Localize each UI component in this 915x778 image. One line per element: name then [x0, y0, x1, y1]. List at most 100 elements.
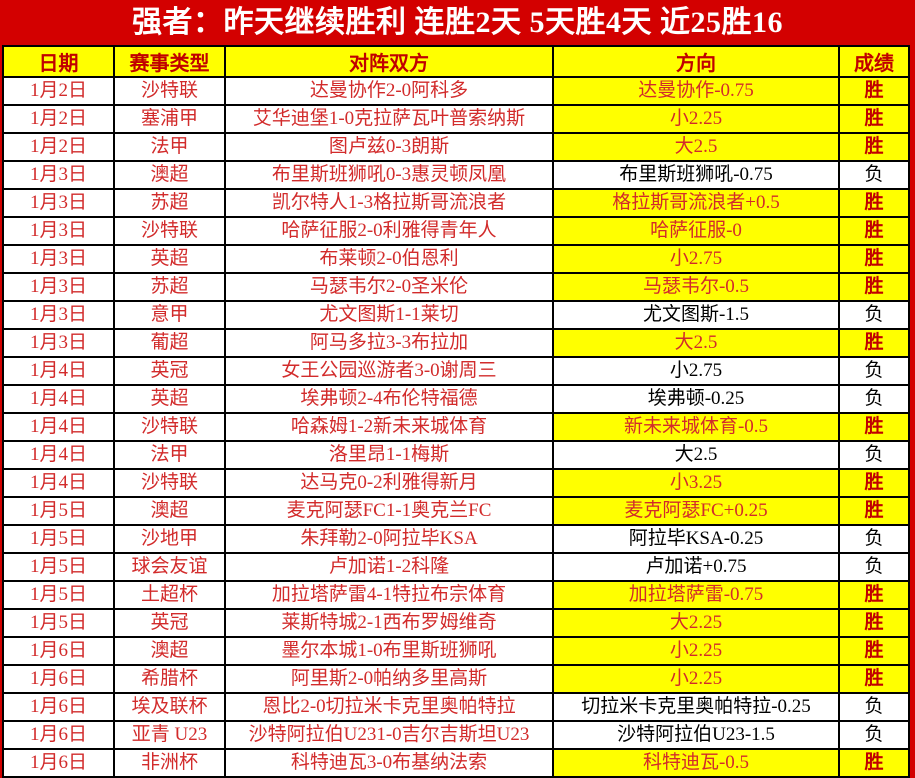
table-row: 1月5日 英冠 莱斯特城2-1西布罗姆维奇 大2.25 胜 [2, 608, 910, 638]
table-row: 1月6日 非洲杯 科特迪瓦3-0布基纳法索 科特迪瓦-0.5 胜 [2, 748, 910, 778]
table-row: 1月3日 苏超 凯尔特人1-3格拉斯哥流浪者 格拉斯哥流浪者+0.5 胜 [2, 188, 910, 218]
direction-cell: 新未来城体育-0.5 [552, 412, 840, 442]
banner-title: 强者：昨天继续胜利 连胜2天 5天胜4天 近25胜16 [0, 0, 915, 45]
match-cell: 凯尔特人1-3格拉斯哥流浪者 [224, 188, 554, 218]
league-cell: 土超杯 [113, 580, 226, 610]
table-row: 1月5日 球会友谊 卢加诺1-2科隆 卢加诺+0.75 负 [2, 552, 910, 582]
date-cell: 1月5日 [2, 552, 115, 582]
league-cell: 意甲 [113, 300, 226, 330]
league-cell: 法甲 [113, 132, 226, 162]
date-cell: 1月6日 [2, 692, 115, 722]
header-result: 成绩 [838, 45, 910, 78]
match-cell: 女王公园巡游者3-0谢周三 [224, 356, 554, 386]
league-cell: 英超 [113, 384, 226, 414]
direction-cell: 小2.25 [552, 104, 840, 134]
header-date: 日期 [2, 45, 115, 78]
league-cell: 英超 [113, 244, 226, 274]
table-row: 1月4日 法甲 洛里昂1-1梅斯 大2.5 负 [2, 440, 910, 470]
table-row: 1月5日 土超杯 加拉塔萨雷4-1特拉布宗体育 加拉塔萨雷-0.75 胜 [2, 580, 910, 610]
match-cell: 哈萨征服2-0利雅得青年人 [224, 216, 554, 246]
direction-cell: 哈萨征服-0 [552, 216, 840, 246]
match-cell: 洛里昂1-1梅斯 [224, 440, 554, 470]
result-cell: 胜 [838, 496, 910, 526]
result-cell: 胜 [838, 104, 910, 134]
league-cell: 埃及联杯 [113, 692, 226, 722]
league-cell: 亚青 U23 [113, 720, 226, 750]
direction-cell: 小2.25 [552, 664, 840, 694]
result-cell: 负 [838, 300, 910, 330]
result-cell: 负 [838, 552, 910, 582]
result-cell: 胜 [838, 664, 910, 694]
match-cell: 朱拜勒2-0阿拉毕KSA [224, 524, 554, 554]
table-row: 1月2日 沙特联 达曼协作2-0阿科多 达曼协作-0.75 胜 [2, 76, 910, 106]
date-cell: 1月3日 [2, 300, 115, 330]
match-cell: 埃弗顿2-4布伦特福德 [224, 384, 554, 414]
table-row: 1月5日 沙地甲 朱拜勒2-0阿拉毕KSA 阿拉毕KSA-0.25 负 [2, 524, 910, 554]
table-row: 1月6日 澳超 墨尔本城1-0布里斯班狮吼 小2.25 胜 [2, 636, 910, 666]
match-cell: 达马克0-2利雅得新月 [224, 468, 554, 498]
date-cell: 1月4日 [2, 356, 115, 386]
direction-cell: 大2.5 [552, 440, 840, 470]
direction-cell: 沙特阿拉伯U23-1.5 [552, 720, 840, 750]
league-cell: 澳超 [113, 636, 226, 666]
result-cell: 胜 [838, 580, 910, 610]
league-cell: 法甲 [113, 440, 226, 470]
result-cell: 负 [838, 160, 910, 190]
header-direction: 方向 [552, 45, 840, 78]
results-table: 日期 赛事类型 对阵双方 方向 成绩 1月2日 沙特联 达曼协作2-0阿科多 达曼协作… [2, 45, 910, 778]
date-cell: 1月3日 [2, 160, 115, 190]
match-cell: 沙特阿拉伯U231-0吉尔吉斯坦U23 [224, 720, 554, 750]
result-cell: 胜 [838, 608, 910, 638]
league-cell: 非洲杯 [113, 748, 226, 778]
result-cell: 负 [838, 356, 910, 386]
league-cell: 澳超 [113, 496, 226, 526]
result-cell: 胜 [838, 468, 910, 498]
league-cell: 希腊杯 [113, 664, 226, 694]
match-cell: 卢加诺1-2科隆 [224, 552, 554, 582]
direction-cell: 小2.25 [552, 636, 840, 666]
result-cell: 胜 [838, 188, 910, 218]
match-cell: 达曼协作2-0阿科多 [224, 76, 554, 106]
date-cell: 1月3日 [2, 328, 115, 358]
result-cell: 负 [838, 692, 910, 722]
table-row: 1月2日 法甲 图卢兹0-3朗斯 大2.5 胜 [2, 132, 910, 162]
result-cell: 胜 [838, 412, 910, 442]
table-row: 1月4日 沙特联 哈森姆1-2新未来城体育 新未来城体育-0.5 胜 [2, 412, 910, 442]
direction-cell: 格拉斯哥流浪者+0.5 [552, 188, 840, 218]
result-cell: 胜 [838, 272, 910, 302]
league-cell: 沙地甲 [113, 524, 226, 554]
table-row: 1月5日 澳超 麦克阿瑟FC1-1奥克兰FC 麦克阿瑟FC+0.25 胜 [2, 496, 910, 526]
date-cell: 1月3日 [2, 272, 115, 302]
direction-cell: 大2.25 [552, 608, 840, 638]
result-cell: 负 [838, 440, 910, 470]
date-cell: 1月4日 [2, 468, 115, 498]
result-cell: 胜 [838, 216, 910, 246]
result-cell: 负 [838, 384, 910, 414]
direction-cell: 马瑟韦尔-0.5 [552, 272, 840, 302]
direction-cell: 阿拉毕KSA-0.25 [552, 524, 840, 554]
date-cell: 1月5日 [2, 608, 115, 638]
table-row: 1月4日 英冠 女王公园巡游者3-0谢周三 小2.75 负 [2, 356, 910, 386]
table-row: 1月3日 意甲 尤文图斯1-1莱切 尤文图斯-1.5 负 [2, 300, 910, 330]
table-row: 1月3日 葡超 阿马多拉3-3布拉加 大2.5 胜 [2, 328, 910, 358]
league-cell: 英冠 [113, 608, 226, 638]
table-row: 1月6日 埃及联杯 恩比2-0切拉米卡克里奥帕特拉 切拉米卡克里奥帕特拉-0.25 负 [2, 692, 910, 722]
direction-cell: 布里斯班狮吼-0.75 [552, 160, 840, 190]
date-cell: 1月5日 [2, 524, 115, 554]
result-cell: 胜 [838, 132, 910, 162]
league-cell: 澳超 [113, 160, 226, 190]
direction-cell: 小3.25 [552, 468, 840, 498]
match-cell: 马瑟韦尔2-0圣米伦 [224, 272, 554, 302]
date-cell: 1月3日 [2, 216, 115, 246]
match-cell: 布里斯班狮吼0-3惠灵顿凤凰 [224, 160, 554, 190]
league-cell: 球会友谊 [113, 552, 226, 582]
league-cell: 葡超 [113, 328, 226, 358]
date-cell: 1月6日 [2, 664, 115, 694]
league-cell: 塞浦甲 [113, 104, 226, 134]
header-row: 日期 赛事类型 对阵双方 方向 成绩 [2, 45, 910, 78]
table-row: 1月3日 英超 布莱顿2-0伯恩利 小2.75 胜 [2, 244, 910, 274]
match-cell: 图卢兹0-3朗斯 [224, 132, 554, 162]
date-cell: 1月3日 [2, 244, 115, 274]
match-cell: 麦克阿瑟FC1-1奥克兰FC [224, 496, 554, 526]
